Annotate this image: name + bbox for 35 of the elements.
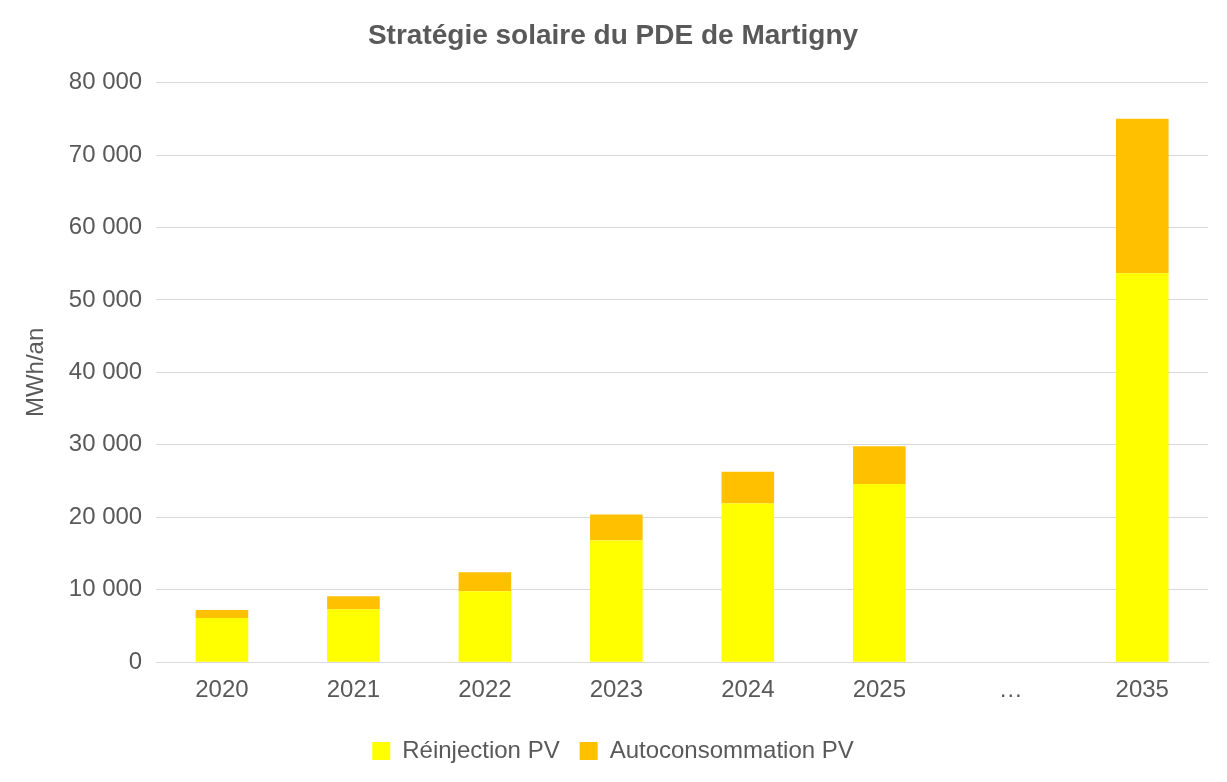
x-tick-label: 2020 <box>195 675 249 703</box>
x-tick-label: 2035 <box>1115 675 1169 703</box>
x-tick-label: 2021 <box>326 675 381 703</box>
bar <box>195 610 249 619</box>
chart-title: Stratégie solaire du PDE de Martigny <box>367 18 859 50</box>
bar <box>195 618 249 662</box>
x-tick-label: 2024 <box>721 675 775 703</box>
y-tick-label: 60 000 <box>68 212 143 240</box>
y-tick-label: 80 000 <box>68 67 143 95</box>
y-tick-label: 70 000 <box>68 139 143 167</box>
legend-label: Réinjection PV <box>402 735 560 763</box>
bar <box>327 596 380 610</box>
bar <box>458 572 512 592</box>
y-tick-label: 20 000 <box>68 501 143 529</box>
bar <box>1115 118 1169 274</box>
y-tick-label: 50 000 <box>68 284 143 312</box>
x-tick-label: 2022 <box>458 675 512 703</box>
legend-label: Autoconsommation PV <box>609 735 854 763</box>
bar <box>853 483 906 662</box>
bar <box>458 591 512 662</box>
bar <box>1115 273 1169 662</box>
y-tick-label: 40 000 <box>68 357 143 385</box>
x-tick-label: 2025 <box>852 675 907 703</box>
y-axis-title: MWh/an <box>21 327 49 418</box>
bar <box>327 609 380 662</box>
x-tick-label: 2023 <box>589 675 644 703</box>
bar <box>721 471 775 504</box>
x-tick-label: … <box>998 675 1023 703</box>
bar <box>590 514 643 541</box>
y-tick-label: 10 000 <box>68 574 143 602</box>
bar <box>590 540 643 662</box>
y-tick-label: 30 000 <box>68 429 143 457</box>
bar <box>721 503 775 662</box>
y-tick-label: 0 <box>128 646 143 674</box>
bar <box>853 446 906 484</box>
